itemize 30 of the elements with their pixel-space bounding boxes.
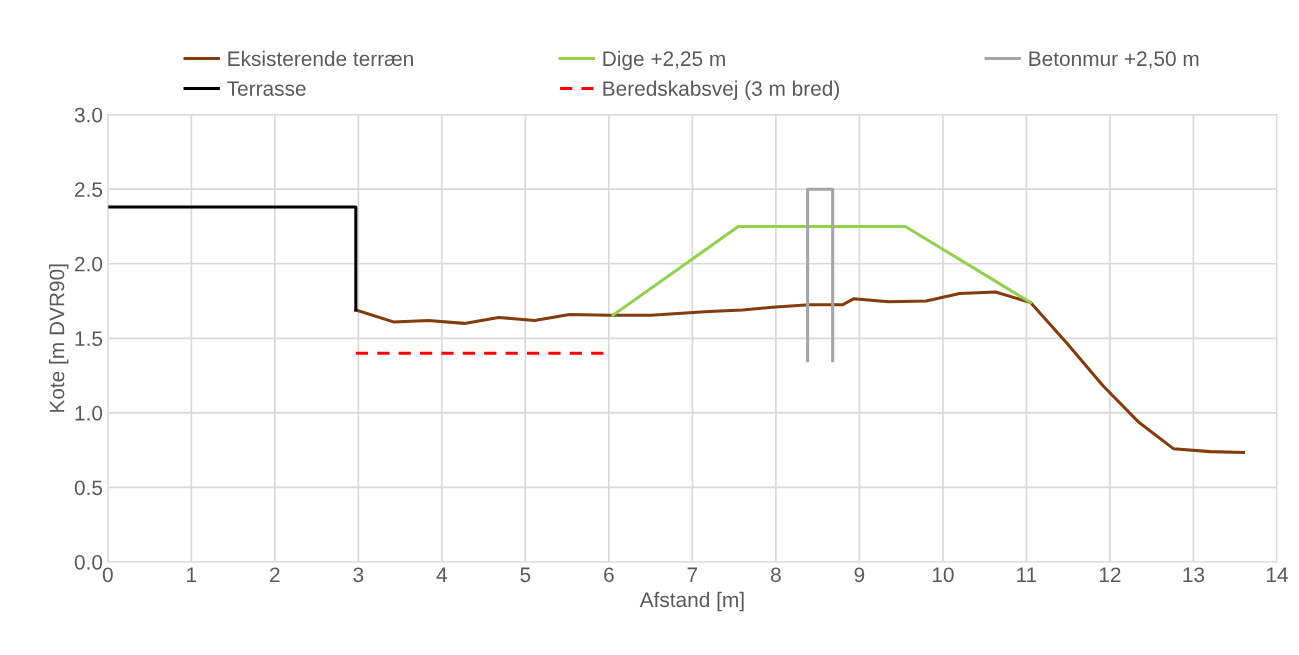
x-tick-label: 9 bbox=[854, 567, 865, 583]
y-axis-title: Kote [m DVR90] bbox=[49, 264, 69, 412]
y-tick-label: 0.0 bbox=[74, 554, 103, 570]
legend-label: Dige +2,25 m bbox=[603, 50, 725, 71]
legend-label: Terrasse bbox=[227, 81, 306, 96]
x-tick-label: 5 bbox=[520, 567, 531, 583]
y-tick-label: 2.0 bbox=[75, 256, 103, 272]
x-tick-label: 2 bbox=[270, 567, 280, 582]
x-tick-label: 7 bbox=[687, 567, 698, 582]
y-tick-label: 1.5 bbox=[75, 331, 103, 347]
y-tick-label: 2.5 bbox=[75, 182, 103, 197]
x-axis-title: Afstand [m] bbox=[639, 591, 744, 612]
x-tick-label: 1 bbox=[187, 567, 197, 582]
x-tick-label: 6 bbox=[604, 567, 614, 583]
x-tick-label: 4 bbox=[436, 567, 448, 582]
line-series bbox=[354, 290, 1246, 454]
x-tick-label: 3 bbox=[353, 567, 364, 583]
legend-label: Eksisterende terræn bbox=[228, 50, 413, 67]
x-tick-label: 14 bbox=[1266, 567, 1288, 582]
y-tick-label: 3.0 bbox=[74, 107, 103, 123]
legend-label: Betonmur +2,50 m bbox=[1029, 51, 1199, 69]
x-tick-label: 11 bbox=[1017, 567, 1037, 582]
legend-label: Beredskabsvej (3 m bred) bbox=[603, 80, 839, 101]
y-tick-label: 0.5 bbox=[74, 480, 103, 496]
x-tick-label: 8 bbox=[770, 567, 781, 583]
x-tick-label: 12 bbox=[1099, 567, 1121, 582]
y-tick-label: 1.0 bbox=[75, 405, 103, 421]
x-tick-label: 0 bbox=[102, 567, 113, 583]
x-tick-label: 10 bbox=[932, 567, 954, 583]
x-tick-label: 13 bbox=[1183, 567, 1205, 583]
